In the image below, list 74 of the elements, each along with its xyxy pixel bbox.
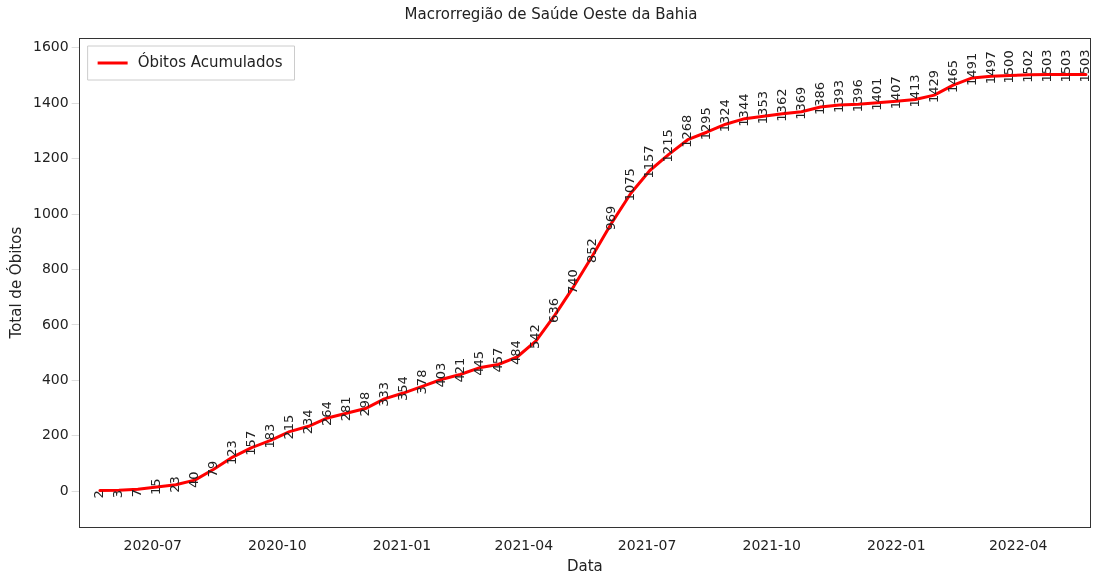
data-label: 1075 — [622, 168, 638, 202]
y-tick-label: 0 — [59, 481, 69, 498]
data-label: 484 — [508, 340, 524, 366]
y-tick-label: 200 — [41, 426, 69, 443]
data-label: 1497 — [982, 51, 998, 85]
data-label: 1369 — [792, 86, 808, 120]
data-label: 2 — [91, 490, 107, 499]
data-label: 1407 — [887, 76, 903, 110]
data-label: 1502 — [1020, 49, 1036, 83]
data-label: 1344 — [736, 93, 752, 127]
data-label: 740 — [565, 269, 581, 295]
data-label: 215 — [280, 414, 296, 440]
data-label: 1503 — [1077, 49, 1093, 83]
legend-label: Óbitos Acumulados — [137, 51, 283, 71]
x-tick-label: 2021-04 — [494, 537, 554, 554]
y-tick-label: 1400 — [32, 93, 69, 110]
data-label: 1503 — [1039, 49, 1055, 83]
x-tick-label: 2022-04 — [988, 537, 1048, 554]
data-label: 1353 — [754, 91, 770, 125]
data-label: 457 — [489, 347, 505, 373]
data-label: 7 — [129, 488, 145, 498]
y-tick-label: 1600 — [32, 38, 69, 55]
data-label: 40 — [186, 471, 202, 489]
x-tick-label: 2020-10 — [248, 537, 307, 554]
data-label: 1393 — [830, 79, 846, 114]
data-label: 1362 — [773, 88, 789, 122]
data-label: 354 — [394, 376, 410, 402]
x-tick-label: 2021-01 — [372, 537, 432, 554]
x-tick-label: 2022-01 — [867, 537, 926, 554]
data-label: 298 — [356, 391, 372, 417]
x-tick-label: 2021-10 — [742, 537, 801, 554]
data-label: 1396 — [849, 79, 865, 113]
data-label: 281 — [337, 396, 353, 422]
y-tick-label: 600 — [41, 315, 69, 332]
x-tick-label: 2021-07 — [617, 537, 677, 554]
data-label: 123 — [224, 440, 240, 466]
y-tick-label: 800 — [41, 260, 69, 277]
data-label: 333 — [375, 382, 391, 407]
x-tick-label: 2020-07 — [123, 537, 183, 554]
data-label: 445 — [470, 351, 486, 376]
data-label: 852 — [584, 238, 600, 264]
data-label: 1465 — [944, 60, 960, 94]
data-label: 15 — [148, 478, 164, 496]
y-tick-label: 1200 — [32, 149, 69, 166]
data-label: 1324 — [717, 99, 733, 133]
data-label: 421 — [451, 357, 467, 383]
data-label: 378 — [413, 369, 429, 395]
data-label: 1500 — [1001, 50, 1017, 84]
data-label: 234 — [299, 409, 315, 435]
data-label: 1503 — [1058, 49, 1074, 83]
data-label: 79 — [205, 460, 221, 478]
data-label: 542 — [527, 324, 543, 349]
data-label: 969 — [603, 205, 619, 231]
data-label: 1268 — [679, 114, 695, 148]
data-label: 1413 — [906, 74, 922, 108]
data-label: 183 — [261, 423, 277, 449]
data-label: 1429 — [925, 70, 941, 104]
y-tick-label: 1000 — [32, 204, 69, 221]
data-label: 1215 — [660, 129, 676, 163]
data-label: 3 — [110, 490, 126, 499]
data-label: 636 — [546, 298, 562, 323]
data-label: 157 — [243, 430, 259, 456]
data-label: 264 — [318, 401, 334, 426]
data-label: 1386 — [811, 81, 827, 116]
data-label: 1295 — [698, 107, 714, 141]
data-label: 403 — [432, 362, 448, 388]
x-axis-title: Data — [566, 556, 603, 575]
data-label: 1157 — [641, 145, 657, 179]
y-axis-title: Total de Óbitos — [5, 226, 25, 340]
data-label: 1401 — [868, 77, 884, 111]
data-label: 1491 — [963, 52, 979, 86]
data-label: 23 — [167, 476, 183, 493]
y-tick-label: 400 — [41, 370, 69, 387]
chart-title: Macrorregião de Saúde Oeste da Bahia — [404, 4, 698, 23]
